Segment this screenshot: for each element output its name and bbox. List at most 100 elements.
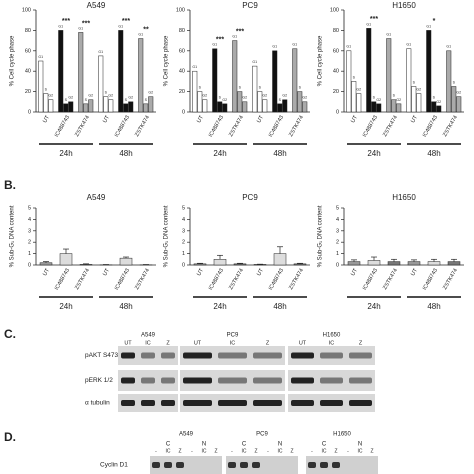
lane-label: IC (242, 448, 247, 454)
bar (222, 103, 228, 113)
y-tick-label: 0 (28, 109, 31, 115)
group-label: 24h (59, 149, 72, 158)
chart-title: H1650 (392, 1, 416, 10)
bar-label: S (145, 98, 148, 102)
lane-label: - (347, 448, 349, 454)
bar (387, 261, 401, 266)
bar (63, 103, 69, 113)
y-tick-label: 40 (25, 69, 31, 75)
cell-line-label: A549 (179, 432, 194, 438)
bar (371, 101, 377, 113)
significance: ** (143, 26, 149, 33)
bar-label: S (45, 88, 48, 92)
x-tick-label: IC488743 (54, 115, 71, 139)
bar-label: S (353, 75, 356, 79)
lane-label: IC (145, 340, 151, 346)
bar (367, 260, 381, 266)
bar-label: G2 (302, 96, 307, 100)
x-tick-label: ZSTK474 (74, 115, 91, 138)
bar-label: G2 (68, 96, 73, 100)
x-tick-label: ZSTK474 (382, 268, 399, 291)
group-label: 48h (119, 302, 132, 311)
bar (302, 101, 308, 113)
blot-band (141, 377, 155, 384)
lane-label: Z (166, 340, 170, 346)
lane-label: Z (254, 448, 257, 454)
panel-label: D. (4, 430, 16, 444)
x-tick-label: ZSTK474 (134, 115, 151, 138)
panel-label: B. (4, 178, 16, 192)
blot-band (121, 400, 135, 406)
bar (39, 262, 53, 266)
y-tick-label: 4 (28, 217, 31, 223)
bar-label: S (125, 98, 128, 102)
lane-label: IC (166, 448, 171, 454)
blot-band (291, 400, 314, 406)
lane-label: Z (334, 448, 337, 454)
blot-band (252, 462, 260, 468)
x-tick-label: UT (42, 267, 51, 277)
y-axis-label: % Sub-G₁ DNA content (164, 205, 170, 267)
y-tick-label: 3 (182, 228, 185, 234)
blot-band (183, 400, 212, 406)
bar (447, 261, 461, 266)
bar (262, 99, 268, 113)
bar-label: G1 (386, 32, 391, 36)
bar (98, 55, 104, 113)
bar (427, 261, 441, 266)
blot-band (253, 400, 282, 406)
y-tick-label: 1 (336, 251, 339, 257)
bar-label: G2 (88, 94, 93, 98)
y-axis-label: % Cell cycle phase (10, 35, 16, 86)
blot-band (320, 462, 328, 468)
blot-band (183, 352, 212, 359)
bar-label: G1 (98, 50, 103, 54)
bar (213, 259, 227, 266)
row-label: Cyclin D1 (100, 462, 128, 469)
x-tick-label: IC488743 (208, 115, 225, 139)
group-label: 48h (273, 149, 286, 158)
y-tick-label: 0 (336, 109, 339, 115)
x-tick-label: IC488743 (268, 268, 285, 292)
group-label: 24h (59, 302, 72, 311)
bar (59, 253, 73, 266)
group-label: 24h (367, 149, 380, 158)
fraction-label: N (202, 442, 206, 448)
y-tick-label: 2 (336, 240, 339, 246)
bar-label: G2 (128, 96, 133, 100)
y-tick-label: 2 (28, 240, 31, 246)
bar-label: G1 (272, 45, 277, 49)
bar (356, 93, 362, 113)
bar (416, 93, 422, 113)
blot-band (121, 352, 135, 359)
x-tick-label: IC488743 (208, 268, 225, 292)
y-tick-label: 100 (330, 7, 339, 13)
x-tick-label: UT (42, 114, 51, 124)
blot-band (218, 352, 247, 359)
bar (78, 32, 84, 113)
y-tick-label: 5 (182, 205, 185, 211)
group-label: 48h (427, 302, 440, 311)
y-tick-label: 0 (336, 262, 339, 268)
bar-label: S (105, 91, 108, 95)
bar-label: G2 (436, 100, 441, 104)
lane-label: IC (202, 448, 207, 454)
x-tick-label: IC488743 (268, 115, 285, 139)
x-tick-label: UT (102, 114, 111, 124)
bar-label: S (219, 96, 222, 100)
bar (217, 101, 223, 113)
row-label: α tubulin (85, 400, 110, 407)
bar-label: G2 (376, 98, 381, 102)
bar (297, 91, 303, 113)
bar-label: G1 (58, 24, 63, 28)
blot-strip (150, 456, 222, 474)
bar-label: G1 (252, 60, 257, 64)
chart-title: PC9 (242, 1, 258, 10)
blot-band (161, 400, 175, 406)
y-tick-label: 80 (25, 28, 31, 34)
fraction-label: N (278, 442, 282, 448)
cell-line-label: PC9 (227, 333, 239, 339)
y-tick-label: 5 (336, 205, 339, 211)
bar (48, 99, 54, 113)
bar-label: G2 (202, 94, 207, 98)
